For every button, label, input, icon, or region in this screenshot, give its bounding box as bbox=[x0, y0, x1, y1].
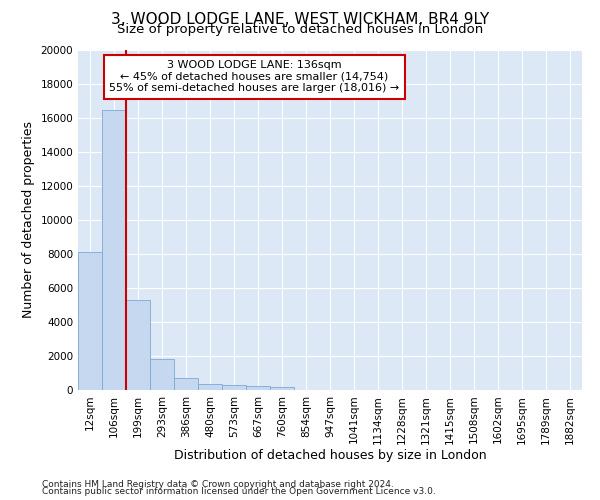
Text: Contains HM Land Registry data © Crown copyright and database right 2024.: Contains HM Land Registry data © Crown c… bbox=[42, 480, 394, 489]
Text: Contains public sector information licensed under the Open Government Licence v3: Contains public sector information licen… bbox=[42, 487, 436, 496]
Bar bbox=[246, 386, 270, 390]
Bar bbox=[126, 300, 150, 390]
Bar bbox=[198, 384, 222, 390]
Bar bbox=[78, 252, 102, 390]
Bar bbox=[174, 378, 198, 390]
Bar bbox=[270, 387, 294, 390]
Bar bbox=[222, 385, 246, 390]
Y-axis label: Number of detached properties: Number of detached properties bbox=[22, 122, 35, 318]
Bar bbox=[102, 110, 126, 390]
Text: Size of property relative to detached houses in London: Size of property relative to detached ho… bbox=[117, 22, 483, 36]
Bar bbox=[150, 358, 174, 390]
Text: 3, WOOD LODGE LANE, WEST WICKHAM, BR4 9LY: 3, WOOD LODGE LANE, WEST WICKHAM, BR4 9L… bbox=[111, 12, 489, 28]
X-axis label: Distribution of detached houses by size in London: Distribution of detached houses by size … bbox=[173, 449, 487, 462]
Text: 3 WOOD LODGE LANE: 136sqm
← 45% of detached houses are smaller (14,754)
55% of s: 3 WOOD LODGE LANE: 136sqm ← 45% of detac… bbox=[109, 60, 400, 94]
